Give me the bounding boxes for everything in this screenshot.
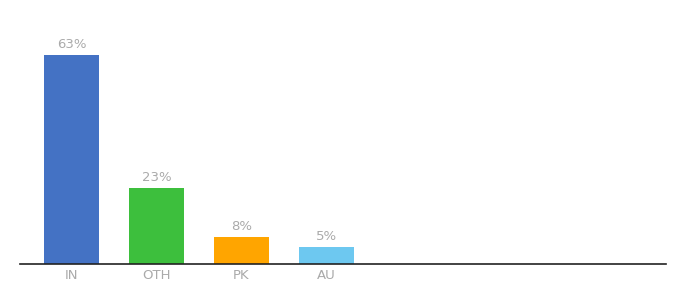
Bar	[214, 237, 269, 264]
Bar	[299, 248, 354, 264]
Text: 8%: 8%	[231, 220, 252, 233]
Bar	[44, 55, 99, 264]
Text: 23%: 23%	[141, 171, 171, 184]
Text: 5%: 5%	[316, 230, 337, 243]
Bar	[129, 188, 184, 264]
Text: 63%: 63%	[56, 38, 86, 51]
